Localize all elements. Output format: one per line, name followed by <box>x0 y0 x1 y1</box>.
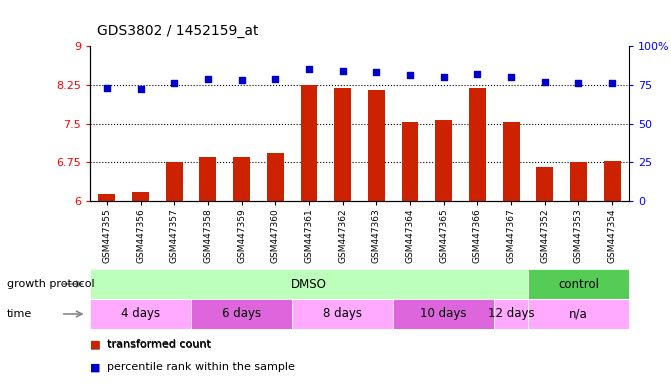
Bar <box>528 269 629 299</box>
Bar <box>528 299 629 329</box>
Point <box>169 80 180 86</box>
Text: DMSO: DMSO <box>291 278 327 291</box>
Text: ■  transformed count: ■ transformed count <box>90 339 211 349</box>
Text: n/a: n/a <box>569 308 588 321</box>
Bar <box>368 90 384 201</box>
Text: time: time <box>7 309 32 319</box>
Text: transformed count: transformed count <box>107 339 211 349</box>
Point <box>472 71 482 77</box>
Point <box>438 74 449 80</box>
Text: GDS3802 / 1452159_at: GDS3802 / 1452159_at <box>97 24 258 38</box>
Bar <box>90 299 191 329</box>
Bar <box>301 85 317 201</box>
Point <box>236 77 247 83</box>
Point <box>270 76 280 82</box>
Bar <box>393 299 495 329</box>
Text: percentile rank within the sample: percentile rank within the sample <box>107 362 295 372</box>
Text: ■: ■ <box>90 362 101 372</box>
Text: ■: ■ <box>90 339 101 349</box>
Text: 4 days: 4 days <box>121 308 160 321</box>
Point <box>539 79 550 85</box>
Bar <box>233 157 250 201</box>
Text: 6 days: 6 days <box>222 308 261 321</box>
Bar <box>292 299 393 329</box>
Point <box>573 80 584 86</box>
Point <box>135 86 146 93</box>
Bar <box>402 122 419 201</box>
Point <box>203 76 213 82</box>
Point <box>405 72 415 78</box>
Bar <box>570 162 587 201</box>
Bar <box>166 162 183 201</box>
Point <box>338 68 348 74</box>
Text: growth protocol: growth protocol <box>7 279 95 289</box>
Bar <box>191 299 292 329</box>
Point <box>506 74 517 80</box>
Bar <box>334 88 351 201</box>
Point <box>101 85 112 91</box>
Text: 8 days: 8 days <box>323 308 362 321</box>
Point <box>607 80 617 86</box>
Text: 10 days: 10 days <box>421 308 467 321</box>
Text: control: control <box>558 278 599 291</box>
Point <box>303 66 314 72</box>
Bar <box>99 194 115 201</box>
Bar <box>90 269 528 299</box>
Bar <box>469 88 486 201</box>
Bar <box>199 157 216 201</box>
Bar <box>604 161 621 201</box>
Point <box>371 69 382 75</box>
Bar <box>132 192 149 201</box>
Bar <box>536 167 553 201</box>
Bar <box>267 153 284 201</box>
Bar <box>503 122 519 201</box>
Bar <box>495 299 528 329</box>
Text: 12 days: 12 days <box>488 308 534 321</box>
Bar <box>435 120 452 201</box>
